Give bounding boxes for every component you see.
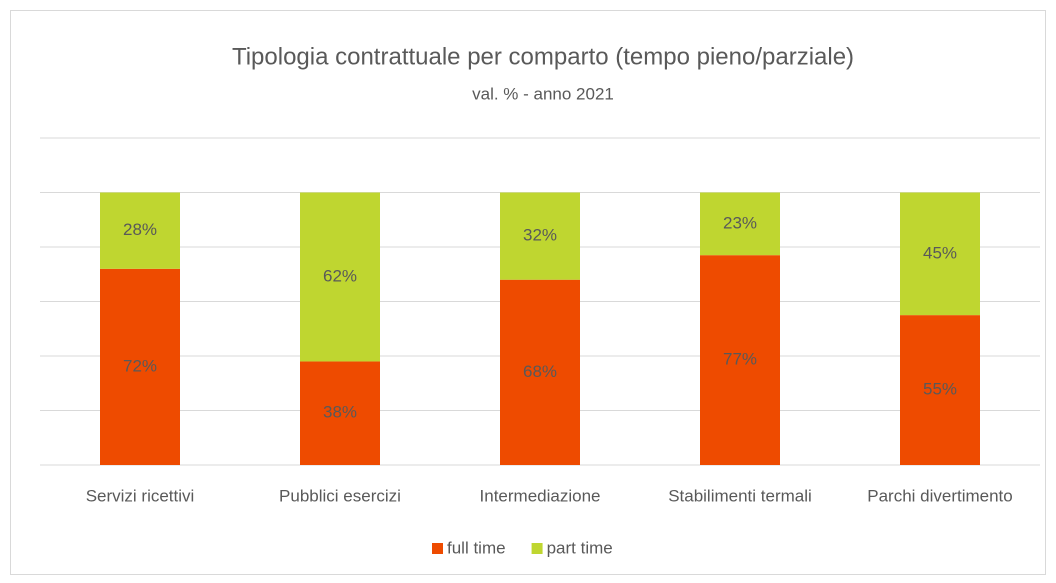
bar-segment [900, 192, 980, 316]
x-tick-label: Intermediazione [480, 486, 601, 505]
bar-segment [900, 315, 980, 465]
legend-swatch [432, 543, 443, 554]
chart-title: Tipologia contrattuale per comparto (tem… [232, 43, 854, 70]
x-tick-label: Pubblici esercizi [279, 486, 401, 505]
bar-segment [700, 255, 780, 465]
chart-subtitle: val. % - anno 2021 [472, 84, 614, 103]
bar-segment [500, 192, 580, 280]
data-label: 32% [523, 226, 557, 245]
data-label: 45% [923, 243, 957, 262]
legend-label: part time [547, 538, 613, 557]
bar-segment [500, 279, 580, 465]
bar-segment [300, 361, 380, 465]
data-label: 77% [723, 350, 757, 369]
x-tick-label: Parchi divertimento [867, 486, 1013, 505]
bar-segment [300, 192, 380, 362]
data-label: 62% [323, 266, 357, 285]
x-tick-label: Servizi ricettivi [86, 486, 195, 505]
data-label: 68% [523, 362, 557, 381]
bar-segment [100, 268, 180, 465]
data-label: 72% [123, 356, 157, 375]
data-label: 23% [723, 213, 757, 232]
legend-label: full time [447, 538, 506, 557]
bar-segment [700, 192, 780, 256]
data-label: 55% [923, 380, 957, 399]
x-tick-label: Stabilimenti termali [668, 486, 812, 505]
data-label: 38% [323, 403, 357, 422]
legend-swatch [531, 543, 543, 554]
data-label: 28% [123, 220, 157, 239]
bar-segment [100, 192, 180, 269]
